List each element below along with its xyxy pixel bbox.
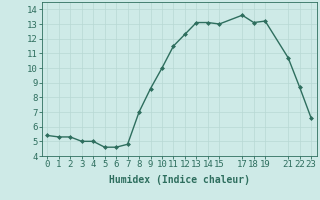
X-axis label: Humidex (Indice chaleur): Humidex (Indice chaleur): [109, 175, 250, 185]
